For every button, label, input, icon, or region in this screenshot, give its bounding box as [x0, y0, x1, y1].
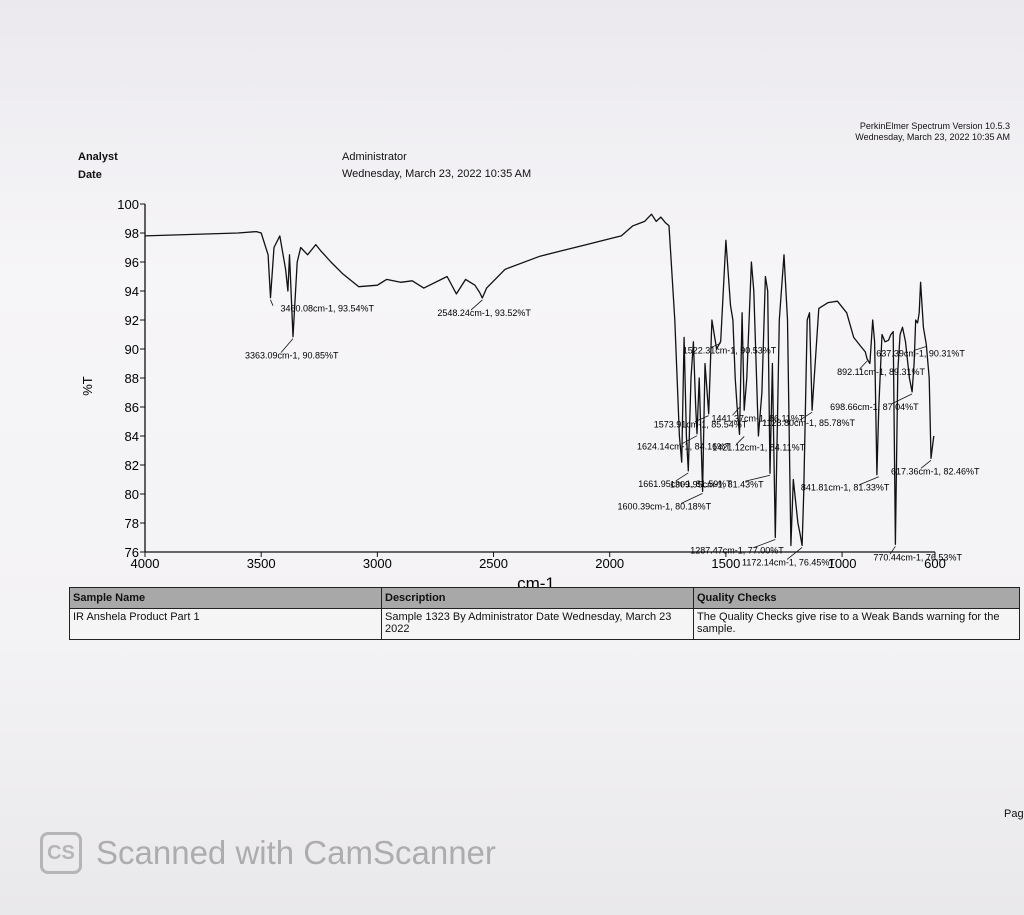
peak-leader-line [920, 460, 932, 469]
date-label: Date [78, 169, 102, 181]
peak-leader-line [694, 415, 709, 423]
peak-label: 1441.37cm-1, 86.11%T [712, 413, 805, 423]
sample-info-table: Sample Name Description Quality Checks I… [69, 587, 1020, 640]
peak-leader-line [786, 547, 803, 560]
peak-label: 617.36cm-1, 82.46%T [891, 466, 980, 476]
y-tick-label: 92 [125, 313, 139, 328]
peak-leader-line [681, 435, 698, 445]
x-tick-label: 1000 [828, 556, 857, 571]
cell-quality-checks: The Quality Checks give rise to a Weak B… [693, 608, 1020, 640]
peak-leader-line [675, 472, 689, 482]
peak-leader-line [799, 411, 813, 421]
page-label-fragment: Pag [1004, 808, 1024, 820]
y-tick-label: 80 [125, 487, 139, 502]
y-tick-label: 78 [125, 516, 139, 531]
y-axis-label: %T [80, 376, 95, 396]
peak-leader-line [889, 546, 896, 555]
peak-leader-line [744, 474, 771, 482]
peak-leader-line [735, 436, 745, 445]
camscanner-logo-icon: CS [40, 832, 82, 874]
analyst-label: Analyst [78, 151, 118, 163]
table-row: IR Anshela Product Part 1 Sample 1323 By… [69, 608, 1020, 640]
date-value: Wednesday, March 23, 2022 10:35 AM [342, 168, 532, 180]
camscanner-text: Scanned with CamScanner [96, 834, 496, 871]
peak-label: 1421.12cm-1, 84.11%T [712, 442, 805, 452]
peak-leader-line [753, 539, 776, 548]
camscanner-watermark: CS Scanned with CamScanner [40, 832, 496, 874]
peak-leader-line [891, 393, 913, 405]
y-tick-label: 98 [125, 226, 139, 241]
peak-leader-line [711, 342, 721, 348]
peak-label: 698.66cm-1, 87.04%T [830, 402, 919, 412]
peak-label: 637.39cm-1, 90.31%T [876, 349, 965, 359]
peak-label: 1600.39cm-1, 80.18%T [618, 501, 712, 511]
peak-label: 1172.14cm-1, 76.45%T [742, 557, 835, 567]
y-tick-label: 82 [125, 458, 139, 473]
peak-leader-line [270, 299, 274, 306]
y-tick-label: 84 [125, 429, 139, 444]
peak-leader-line [280, 338, 294, 353]
analyst-value: Administrator [342, 151, 407, 163]
peak-leader-line [859, 476, 879, 486]
peak-label: 3460.08cm-1, 93.54%T [280, 304, 374, 314]
y-tick-label: 76 [125, 545, 139, 560]
peak-label: 770.44cm-1, 76.53%T [873, 552, 962, 562]
software-version: PerkinElmer Spectrum Version 10.5.3 [859, 121, 1010, 131]
peak-leader-line [859, 360, 868, 370]
peak-leader-line [732, 407, 740, 416]
peak-leader-line [913, 346, 927, 351]
y-tick-label: 96 [125, 255, 139, 270]
peak-leader-line [681, 493, 703, 504]
y-tick-label: 100 [117, 197, 139, 212]
header-sample-name: Sample Name [69, 587, 382, 609]
peak-label: 1624.14cm-1, 84.16%T [637, 442, 731, 452]
x-tick-label: 600 [924, 556, 946, 571]
x-tick-label: 2500 [479, 556, 508, 571]
y-tick-label: 90 [125, 342, 139, 357]
peak-leader-line [470, 299, 483, 311]
table-header-row: Sample Name Description Quality Checks [69, 587, 1020, 609]
y-tick-label: 94 [125, 284, 139, 299]
header-description: Description [381, 587, 694, 609]
cell-sample-name: IR Anshela Product Part 1 [69, 608, 382, 640]
peak-label: 1522.31cm-1, 90.53%T [683, 345, 777, 355]
y-tick-label: 86 [125, 400, 139, 415]
spectrum-line [144, 213, 935, 547]
cell-description: Sample 1323 By Administrator Date Wednes… [381, 608, 694, 640]
x-tick-label: 3500 [247, 556, 276, 571]
chart-peak-annotations: 3460.08cm-1, 93.54%T 3363.09cm-1, 90.85%T… [245, 299, 980, 567]
peak-label: 1287.47cm-1, 77.00%T [690, 546, 784, 556]
y-tick-label: 88 [125, 371, 139, 386]
ir-spectrum-chart: 76 78 80 82 84 86 88 90 92 94 96 98 100 4000 3500 3000 2… [80, 197, 980, 593]
chart-series [144, 213, 935, 547]
software-date: Wednesday, March 23, 2022 10:35 AM [855, 132, 1010, 142]
header-quality-checks: Quality Checks [693, 587, 1020, 609]
peak-label: 841.81cm-1, 81.33%T [801, 483, 890, 493]
x-tick-label: 3000 [363, 556, 392, 571]
software-info: PerkinElmer Spectrum Version 10.5.3 Wedn… [855, 121, 1010, 143]
peak-label: 1309.95cm-1, 81.43%T [670, 479, 764, 489]
peak-label: 2548.24cm-1, 93.52%T [437, 308, 531, 318]
x-tick-label: 4000 [131, 556, 160, 571]
peak-label: 1661.95cm-1, 81.59%T [638, 479, 732, 489]
peak-label: 3363.09cm-1, 90.85%T [245, 351, 339, 361]
peak-label: 892.11cm-1, 89.31%T [837, 367, 925, 377]
peak-label: 1128.80cm-1, 85.78%T [762, 418, 855, 428]
chart-ticks: 76 78 80 82 84 86 88 90 92 94 96 98 100 4000 3500 3000 2… [117, 197, 946, 571]
x-tick-label: 2000 [595, 556, 624, 571]
x-tick-label: 1500 [711, 556, 740, 571]
peak-label: 1573.91cm-1, 85.54%T [654, 420, 748, 430]
